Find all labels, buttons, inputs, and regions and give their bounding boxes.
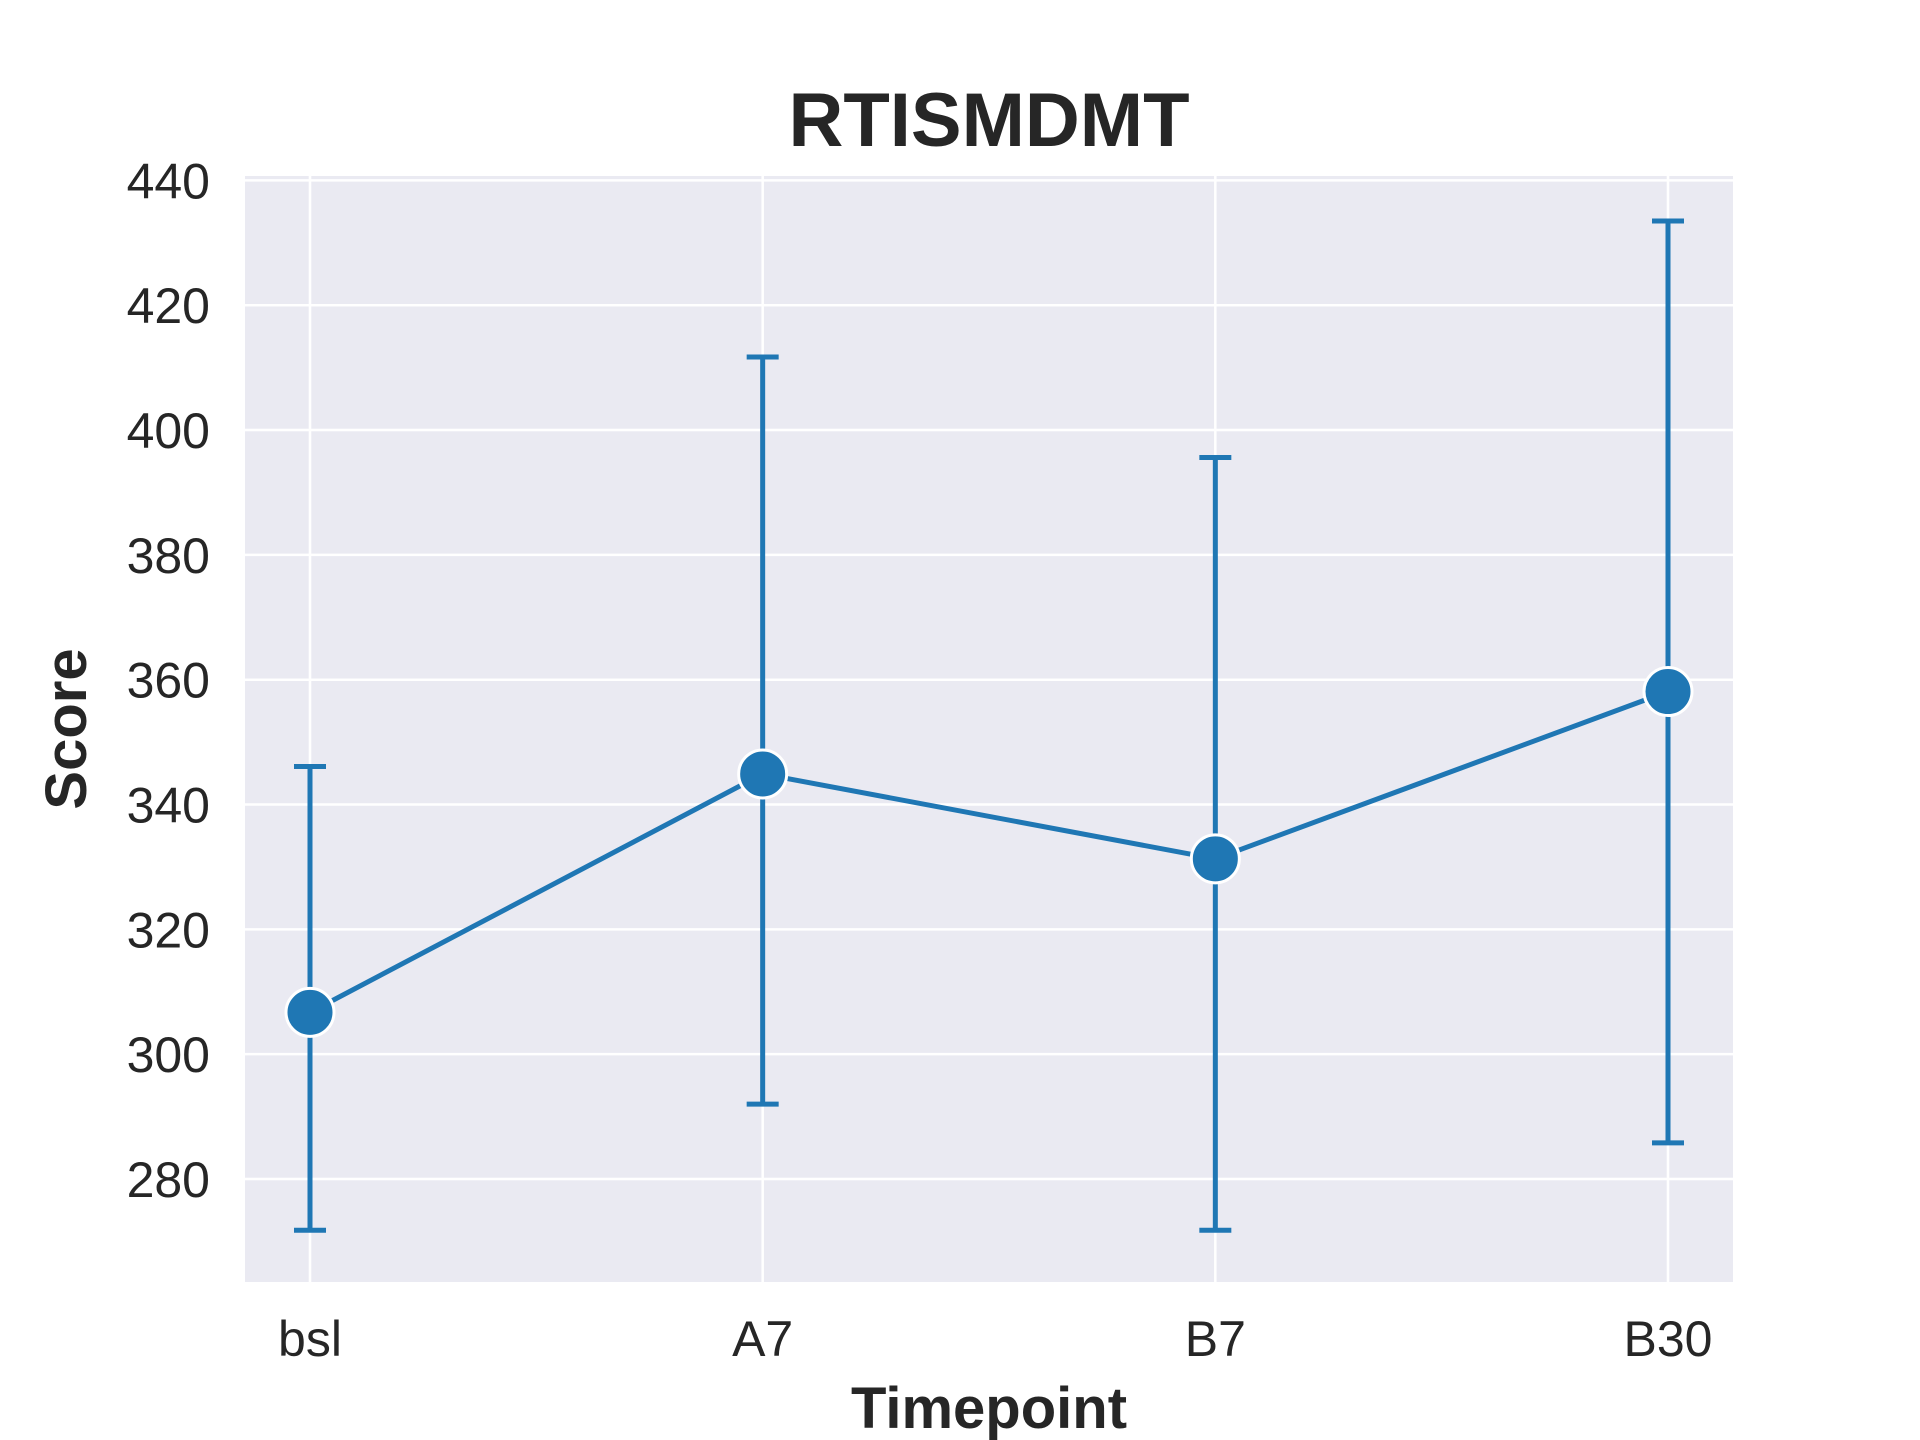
y-tick-label: 380 (127, 528, 210, 584)
data-point (1189, 833, 1241, 885)
y-tick-label: 360 (127, 653, 210, 709)
y-tick-label: 420 (127, 278, 210, 334)
y-tick-label: 320 (127, 902, 210, 958)
x-tick-label: B30 (1624, 1311, 1713, 1367)
plot-background (245, 176, 1733, 1282)
series-line (308, 689, 1669, 1015)
y-tick-label: 340 (127, 778, 210, 834)
y-tick-label: 400 (127, 403, 210, 459)
chart-title: RTISMDMT (788, 78, 1189, 163)
series (284, 218, 1694, 1233)
data-point (284, 986, 336, 1038)
x-tick-label: bsl (278, 1311, 342, 1367)
data-point (1642, 666, 1694, 718)
ticks: 280 300 320 340 360 380 400 420 440 bsl A7 B7 B30 (127, 153, 1713, 1367)
x-axis-label: Timepoint (851, 1376, 1127, 1440)
y-tick-label: 440 (127, 153, 210, 209)
y-axis-label: Score (34, 648, 99, 809)
y-tick-label: 280 (127, 1152, 210, 1208)
data-point (737, 748, 789, 800)
x-tick-label: B7 (1185, 1311, 1246, 1367)
x-tick-label: A7 (732, 1311, 793, 1367)
y-tick-label: 300 (127, 1027, 210, 1083)
